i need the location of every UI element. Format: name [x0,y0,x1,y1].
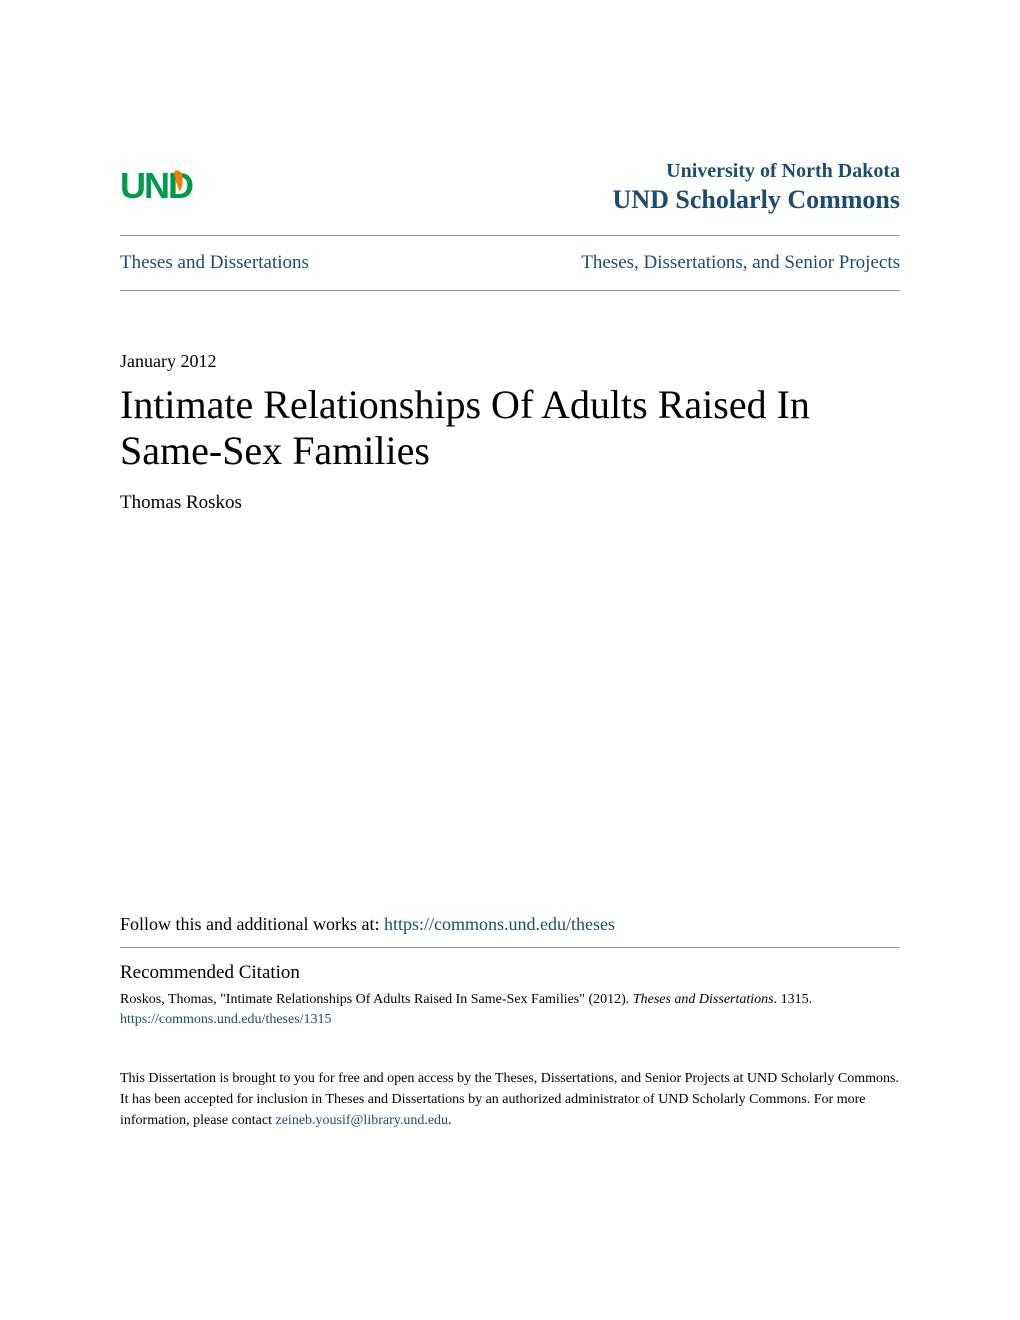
citation-link[interactable]: https://commons.und.edu/theses/1315 [120,1012,900,1028]
footer-body: This Dissertation is brought to you for … [120,1071,899,1128]
breadcrumb-left[interactable]: Theses and Dissertations [120,252,309,274]
institution-name[interactable]: University of North Dakota [613,160,900,183]
divider-top [120,235,900,236]
citation-text: Roskos, Thomas, "Intimate Relationships … [120,990,900,1010]
divider-breadcrumb [120,290,900,291]
citation-part1: Roskos, Thomas, "Intimate Relationships … [120,992,633,1007]
header-row: UND University of North Dakota UND Schol… [120,160,900,215]
follow-line: Follow this and additional works at: htt… [120,914,900,935]
page-content: UND University of North Dakota UND Schol… [0,0,1020,1191]
divider-citation [120,947,900,948]
footer-text: This Dissertation is brought to you for … [120,1068,900,1131]
breadcrumb-right[interactable]: Theses, Dissertations, and Senior Projec… [581,252,900,274]
follow-link[interactable]: https://commons.und.edu/theses [384,914,615,934]
footer-suffix: . [448,1113,452,1128]
citation-italic: Theses and Dissertations [633,992,774,1007]
und-logo: UND [120,160,240,215]
document-title: Intimate Relationships Of Adults Raised … [120,382,900,474]
citation-part2: . 1315. [774,992,813,1007]
follow-prefix: Follow this and additional works at: [120,914,384,934]
citation-heading: Recommended Citation [120,962,900,984]
document-author: Thomas Roskos [120,492,900,514]
svg-text:UND: UND [120,165,193,206]
breadcrumb-row: Theses and Dissertations Theses, Dissert… [120,244,900,282]
publication-date: January 2012 [120,351,900,372]
footer-email[interactable]: zeineb.yousif@library.und.edu [276,1113,449,1128]
logo-area: UND [120,160,240,215]
institution-block: University of North Dakota UND Scholarly… [613,160,900,215]
repository-name[interactable]: UND Scholarly Commons [613,185,900,215]
